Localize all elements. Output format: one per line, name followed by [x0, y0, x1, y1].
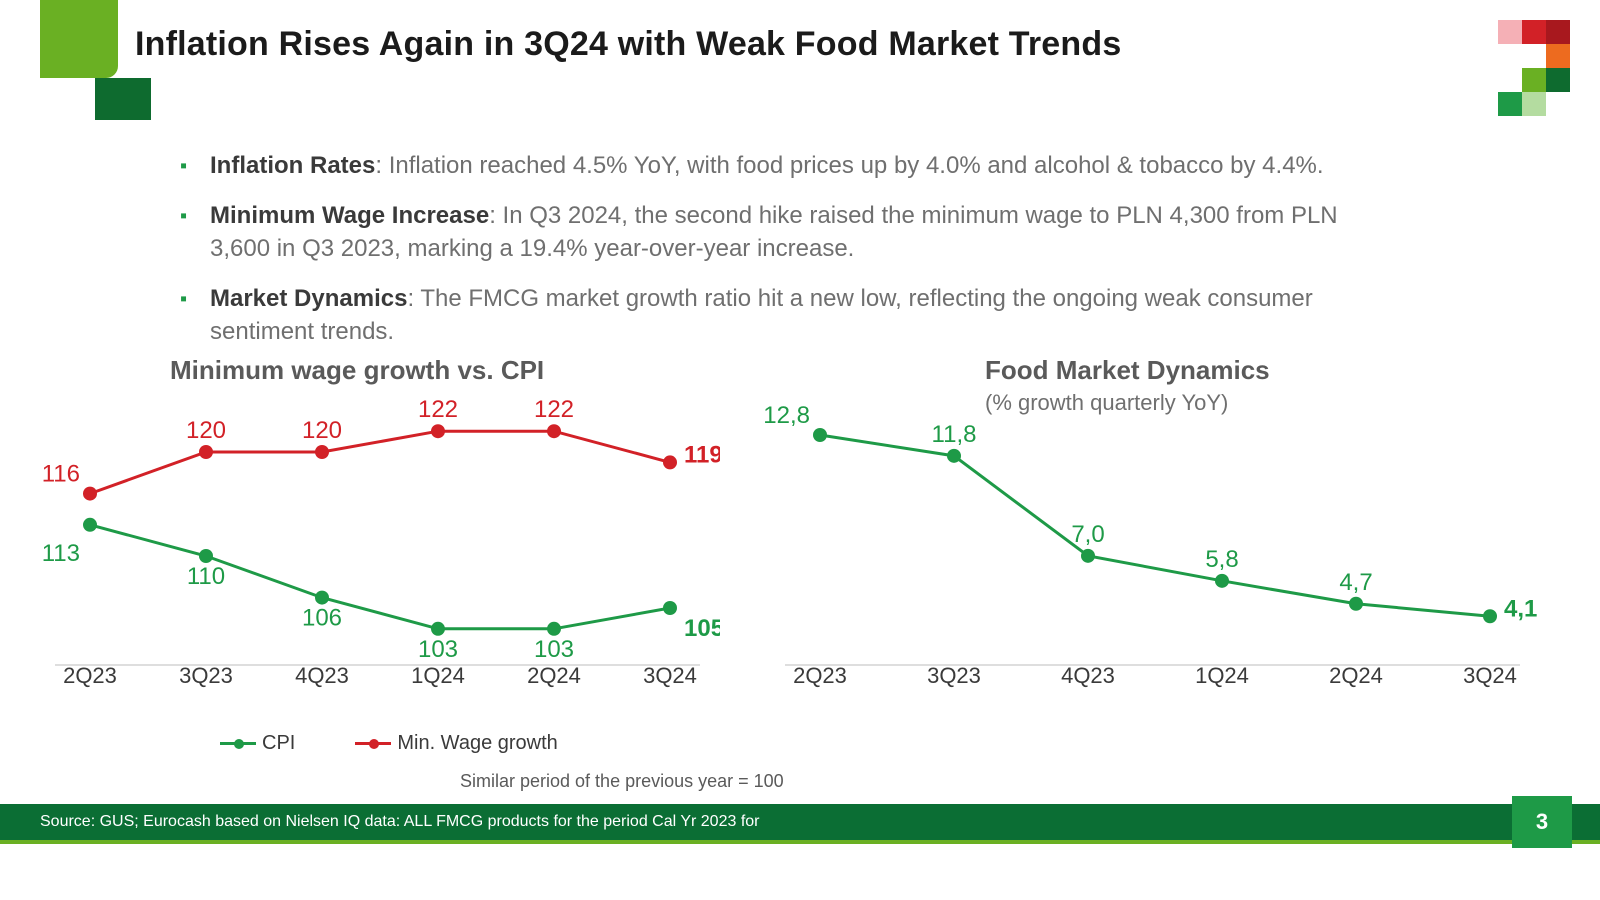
bullet-label: Minimum Wage Increase: [210, 202, 489, 229]
legend-item: CPI: [220, 732, 325, 755]
x-axis-label: 3Q24: [643, 663, 697, 688]
x-axis-label: 2Q23: [63, 663, 117, 688]
legend-label: Min. Wage growth: [397, 732, 557, 755]
deco-pixel: [1498, 92, 1522, 116]
data-marker: [547, 622, 561, 636]
deco-pixel: [1522, 20, 1546, 44]
footer-stripe: [0, 840, 1600, 844]
data-label: 105: [684, 615, 720, 642]
x-axis-label: 1Q24: [411, 663, 465, 688]
deco-block-light: [40, 0, 118, 78]
data-label: 103: [534, 636, 574, 663]
deco-pixel: [1546, 44, 1570, 68]
series-line: [90, 431, 670, 493]
x-axis-label: 3Q23: [927, 663, 981, 688]
data-label: 12,8: [763, 402, 810, 429]
x-axis-label: 2Q24: [1329, 663, 1383, 688]
data-label: 106: [302, 605, 342, 632]
series-line: [820, 435, 1490, 616]
bullet-item: Minimum Wage Increase: In Q3 2024, the s…: [180, 200, 1380, 265]
bullet-item: Inflation Rates: Inflation reached 4.5% …: [180, 150, 1380, 182]
data-marker: [315, 591, 329, 605]
x-axis-label: 4Q23: [295, 663, 349, 688]
bullet-label: Market Dynamics: [210, 285, 407, 312]
deco-block-dark: [95, 78, 151, 120]
data-marker: [315, 445, 329, 459]
data-marker: [1483, 609, 1497, 623]
deco-pixel: [1522, 92, 1546, 116]
data-label: 4,1: [1504, 595, 1537, 622]
data-marker: [1081, 549, 1095, 563]
chart2-title: Food Market Dynamics (% growth quarterly…: [985, 355, 1270, 417]
chart1-svg: 2Q23 3Q23 4Q23 1Q24 2Q24 3Q24 113 110 106 103 103 1…: [40, 355, 720, 715]
x-axis-label: 1Q24: [1195, 663, 1249, 688]
chart-footnote: Similar period of the previous year = 10…: [460, 771, 784, 792]
data-label: 122: [534, 396, 574, 423]
data-marker: [547, 424, 561, 438]
chart-food-market-dynamics: Food Market Dynamics (% growth quarterly…: [760, 355, 1560, 765]
legend-item: Min. Wage growth: [355, 732, 587, 755]
data-marker: [947, 449, 961, 463]
footer-bar: Source: GUS; Eurocash based on Nielsen I…: [0, 804, 1600, 840]
legend-marker: [220, 742, 256, 745]
data-label: 11,8: [932, 421, 977, 448]
bullet-list: Inflation Rates: Inflation reached 4.5% …: [180, 150, 1380, 366]
page-number-badge: 3: [1512, 796, 1572, 848]
data-label: 4,7: [1339, 569, 1372, 596]
data-marker: [83, 518, 97, 532]
data-label: 120: [186, 417, 226, 444]
data-marker: [199, 445, 213, 459]
bullet-text: : Inflation reached 4.5% YoY, with food …: [375, 152, 1323, 179]
chart1-title: Minimum wage growth vs. CPI: [170, 355, 544, 386]
x-axis-label: 4Q23: [1061, 663, 1115, 688]
data-marker: [1215, 574, 1229, 588]
data-label: 7,0: [1071, 521, 1104, 548]
x-axis-label: 3Q23: [179, 663, 233, 688]
chart1-legend: CPI Min. Wage growth: [220, 728, 618, 755]
source-text: Source: GUS; Eurocash based on Nielsen I…: [40, 813, 759, 831]
x-axis-label: 3Q24: [1463, 663, 1517, 688]
data-label: 113: [42, 540, 80, 567]
data-marker: [663, 455, 677, 469]
deco-logo-pixels: [1498, 20, 1570, 116]
chart-min-wage-vs-cpi: Minimum wage growth vs. CPI 2Q23 3Q23 4Q23…: [40, 355, 720, 765]
deco-pixel: [1546, 68, 1570, 92]
bullet-label: Inflation Rates: [210, 152, 375, 179]
chart2-subtitle: (% growth quarterly YoY): [985, 390, 1228, 415]
data-label: 5,8: [1205, 546, 1238, 573]
deco-pixel: [1546, 20, 1570, 44]
deco-pixel: [1522, 68, 1546, 92]
data-label: 116: [42, 461, 80, 488]
bullet-item: Market Dynamics: The FMCG market growth …: [180, 283, 1380, 348]
data-label: 120: [302, 417, 342, 444]
data-marker: [83, 487, 97, 501]
x-axis-label: 2Q23: [793, 663, 847, 688]
data-marker: [431, 424, 445, 438]
data-label: 103: [418, 636, 458, 663]
x-axis-label: 2Q24: [527, 663, 581, 688]
legend-label: CPI: [262, 732, 295, 755]
data-label: 110: [187, 563, 225, 590]
slide: Inflation Rises Again in 3Q24 with Weak …: [0, 0, 1600, 900]
data-marker: [1349, 597, 1363, 611]
deco-pixel: [1498, 20, 1522, 44]
data-label: 122: [418, 396, 458, 423]
data-marker: [199, 549, 213, 563]
chart2-title-text: Food Market Dynamics: [985, 355, 1270, 385]
legend-marker: [355, 742, 391, 745]
data-marker: [663, 601, 677, 615]
series-line: [90, 525, 670, 629]
page-title: Inflation Rises Again in 3Q24 with Weak …: [135, 25, 1121, 64]
data-marker: [431, 622, 445, 636]
data-label: 119: [684, 441, 720, 468]
data-marker: [813, 428, 827, 442]
